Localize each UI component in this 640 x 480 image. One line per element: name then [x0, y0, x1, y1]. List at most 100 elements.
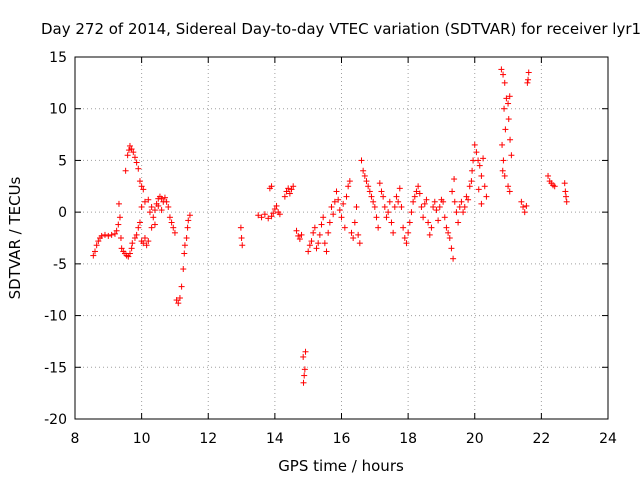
data-point: [101, 231, 108, 238]
data-point: [436, 203, 443, 210]
data-point: [348, 229, 355, 236]
data-point: [126, 250, 133, 257]
data-point: [298, 231, 305, 238]
data-point: [276, 211, 283, 218]
data-point: [563, 193, 570, 200]
data-point: [115, 200, 122, 207]
data-point: [353, 203, 360, 210]
data-point: [423, 196, 430, 203]
data-point: [480, 155, 487, 162]
data-point: [326, 219, 333, 226]
data-point: [111, 230, 118, 237]
data-point: [403, 240, 410, 247]
data-point: [411, 193, 418, 200]
data-point: [283, 188, 290, 195]
data-point: [483, 193, 490, 200]
data-point: [186, 212, 193, 219]
data-point: [296, 236, 303, 243]
data-point: [393, 193, 400, 200]
data-point: [131, 154, 138, 161]
data-point: [410, 198, 417, 205]
data-point: [140, 186, 147, 193]
data-point: [286, 190, 293, 197]
data-point: [95, 238, 102, 245]
data-point: [133, 159, 140, 166]
data-point: [116, 214, 123, 221]
data-point: [129, 240, 136, 247]
data-point: [176, 294, 183, 301]
data-point: [238, 235, 245, 241]
data-point: [466, 183, 473, 190]
data-point: [108, 231, 115, 238]
data-point: [290, 183, 297, 190]
data-point: [430, 203, 437, 210]
y-tick-label: 10: [49, 102, 67, 118]
data-point: [451, 198, 458, 205]
x-tick-label: 20: [466, 431, 484, 447]
data-point: [281, 193, 288, 200]
data-point: [91, 248, 98, 255]
data-point: [125, 253, 132, 260]
data-point: [138, 203, 145, 210]
data-point: [368, 193, 375, 200]
data-point: [318, 221, 325, 228]
data-point: [265, 215, 272, 222]
data-point: [271, 206, 278, 213]
data-point: [302, 348, 309, 355]
data-point: [135, 224, 142, 231]
data-point: [301, 372, 308, 379]
data-point: [365, 183, 372, 190]
data-point: [475, 186, 482, 193]
data-point: [500, 71, 507, 78]
data-point: [460, 209, 467, 216]
data-point: [386, 198, 393, 205]
data-point: [506, 93, 513, 100]
data-point: [426, 231, 433, 238]
data-point: [431, 198, 438, 205]
data-point: [408, 209, 415, 216]
data-point: [311, 224, 318, 231]
data-point: [371, 203, 378, 210]
y-tick-label: 15: [49, 50, 67, 66]
data-point: [178, 283, 185, 290]
data-point: [380, 193, 387, 200]
data-points: [90, 66, 570, 386]
data-point: [268, 213, 275, 220]
data-point: [126, 142, 133, 149]
data-point: [346, 178, 353, 185]
data-point: [561, 180, 568, 187]
data-point: [396, 185, 403, 192]
data-point: [270, 210, 277, 217]
data-point: [165, 203, 172, 210]
data-point: [340, 200, 347, 207]
data-point: [336, 207, 343, 214]
data-point: [125, 147, 132, 154]
x-tick-label: 18: [399, 431, 417, 447]
data-point: [563, 198, 570, 205]
y-tick-labels: -20 -15 -10 -5 0 5 10 15: [44, 50, 67, 428]
data-point: [128, 245, 135, 252]
data-point: [300, 379, 307, 386]
y-tick-label: 0: [58, 205, 67, 221]
data-point: [310, 229, 317, 236]
data-point: [130, 149, 137, 156]
data-point: [391, 203, 398, 210]
data-point: [478, 200, 485, 207]
data-point: [300, 353, 307, 360]
data-point: [507, 136, 514, 143]
data-point: [117, 235, 124, 241]
data-point: [141, 235, 148, 241]
data-point: [461, 203, 468, 210]
data-point: [469, 167, 476, 174]
data-point: [90, 252, 97, 259]
data-point: [343, 193, 350, 200]
data-point: [445, 229, 452, 236]
data-point: [122, 167, 129, 174]
data-point: [421, 200, 428, 207]
data-point: [463, 193, 470, 200]
data-point: [151, 221, 158, 228]
data-point: [401, 235, 408, 241]
data-point: [465, 196, 472, 203]
data-point: [375, 224, 382, 231]
data-point: [525, 76, 532, 83]
